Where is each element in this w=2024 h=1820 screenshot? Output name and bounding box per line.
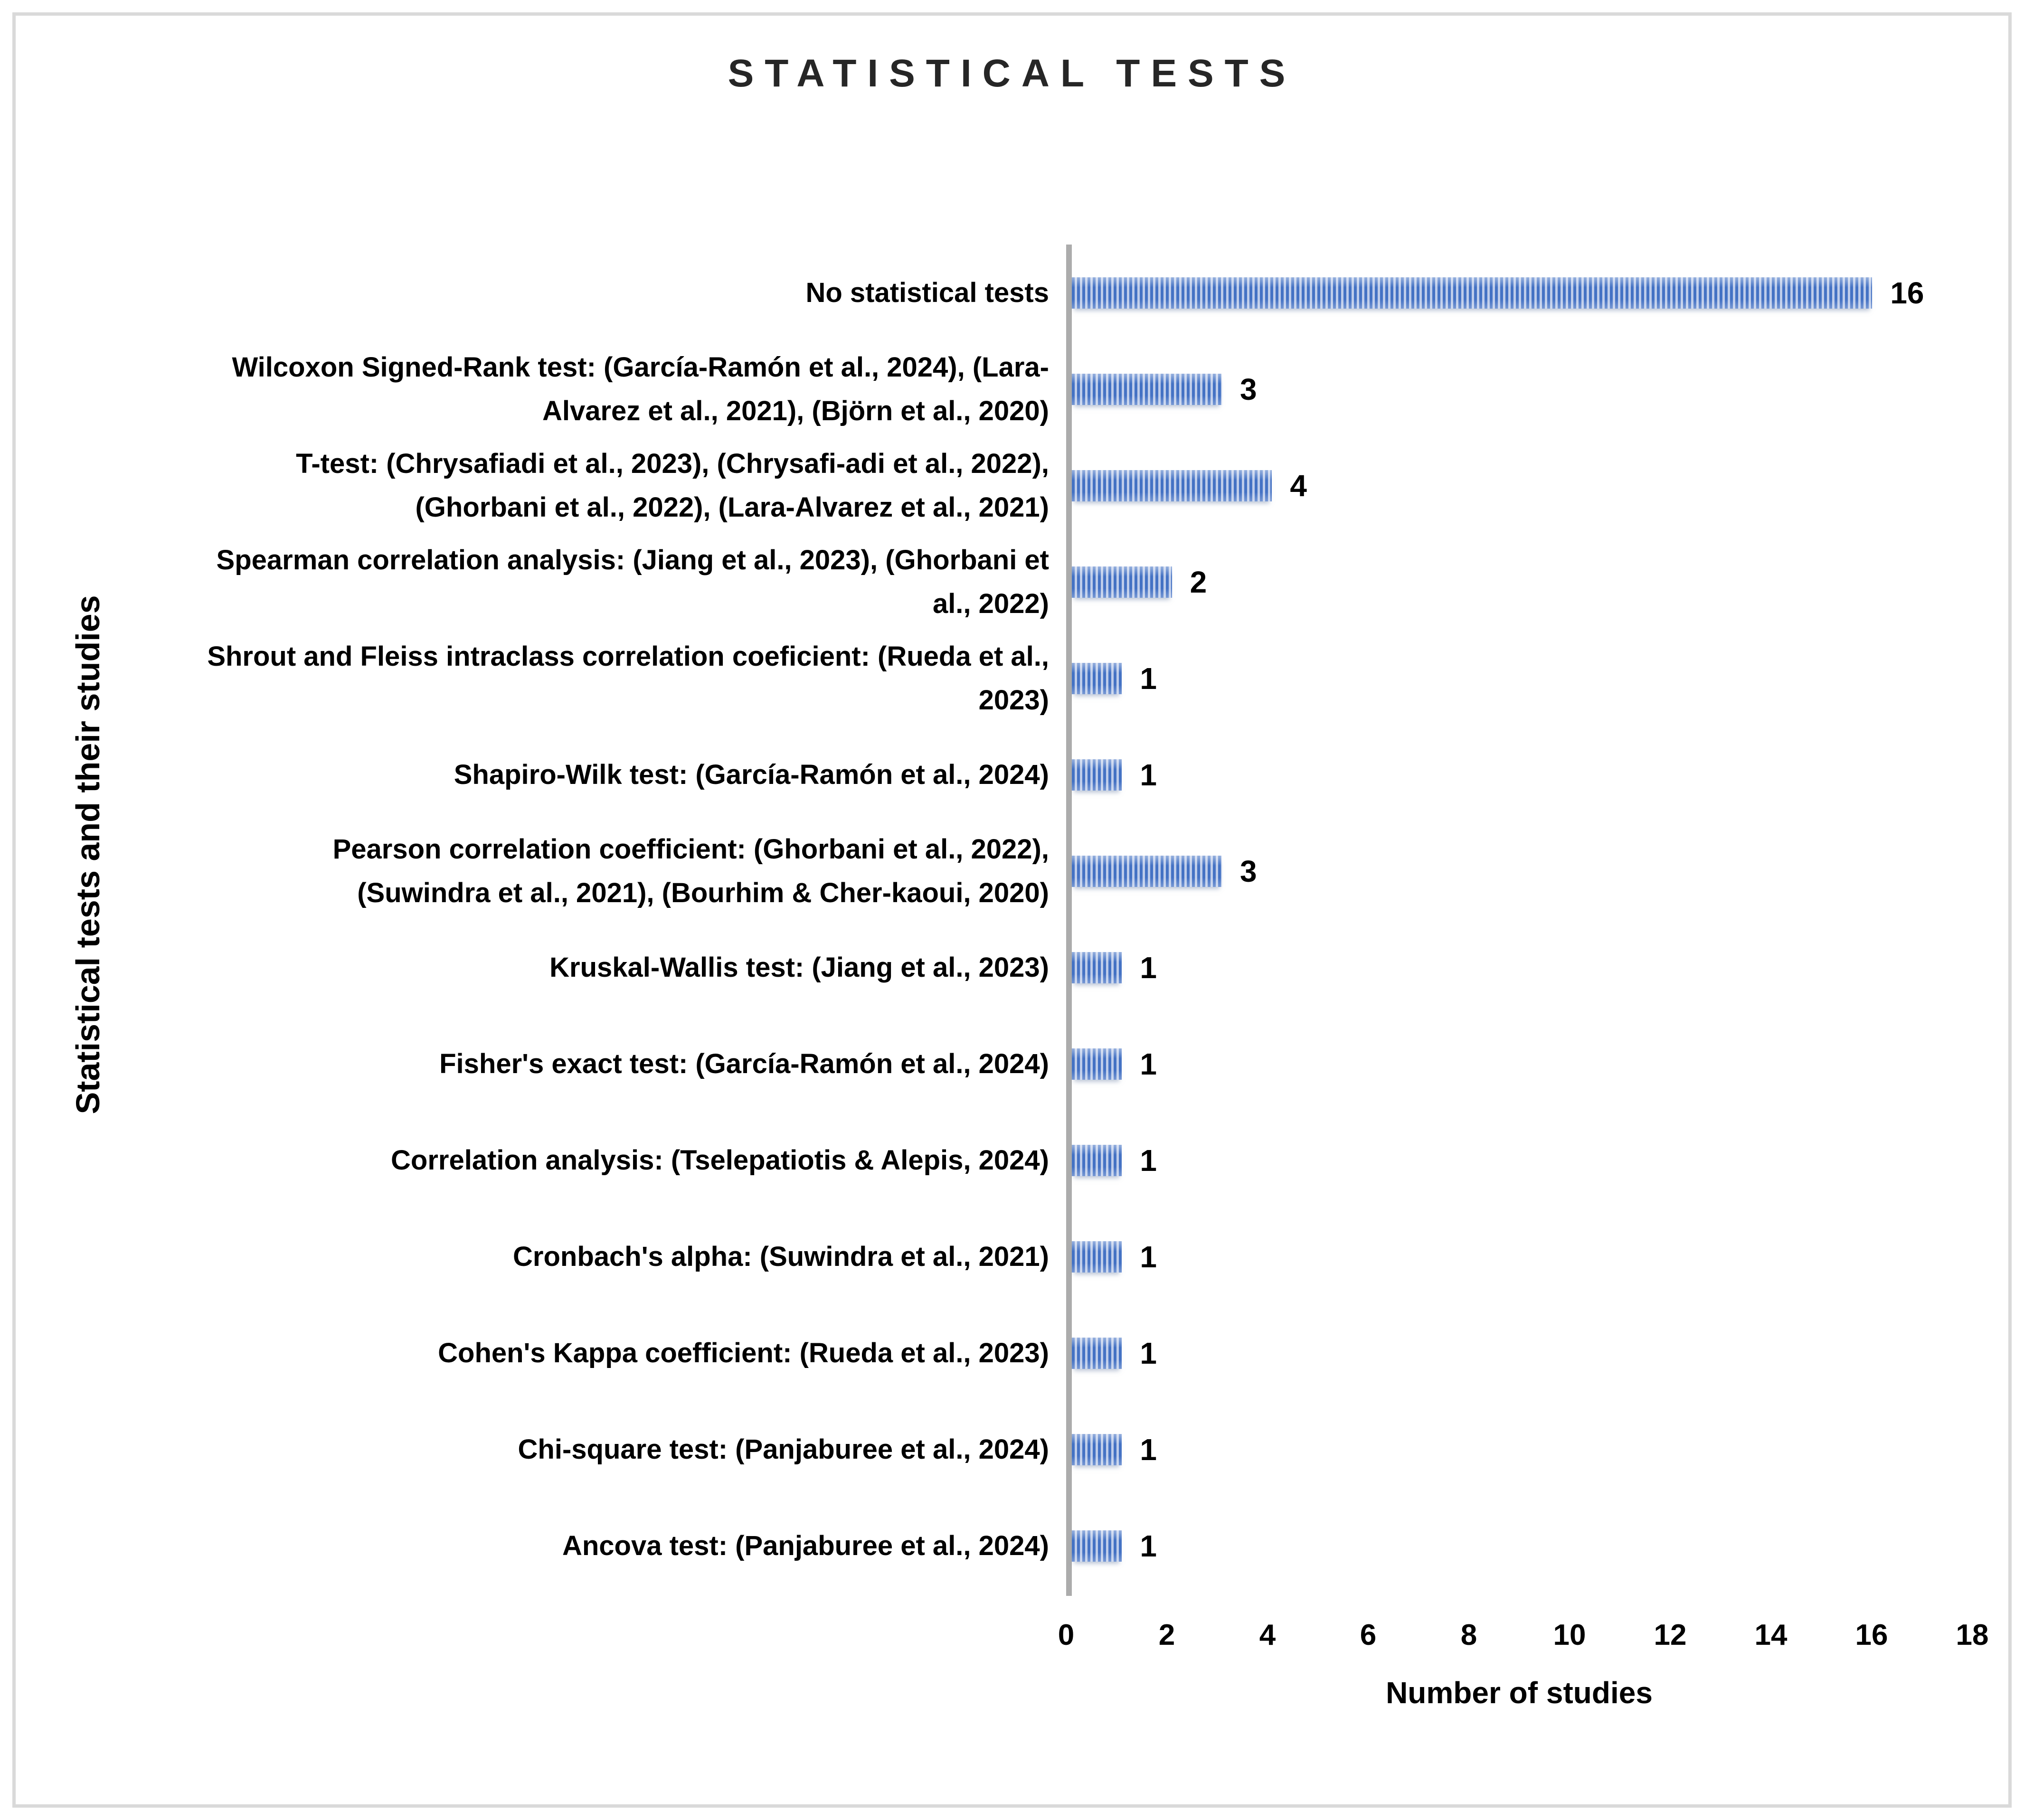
bar [1072,566,1172,598]
bar [1072,277,1873,309]
category-label: T-test: (Chrysafiadi et al., 2023), (Chr… [296,448,1049,523]
bar [1072,1433,1122,1465]
value-label: 1 [1140,1432,1157,1467]
x-tick-label: 0 [1058,1619,1075,1651]
row-plot: 3 [1066,341,1972,437]
value-label: 4 [1290,468,1307,503]
value-label: 1 [1140,950,1157,985]
value-label: 3 [1239,854,1257,888]
row-plot: 1 [1066,1305,1972,1401]
x-axis-title: Number of studies [1386,1676,1653,1710]
value-label: 1 [1140,757,1157,792]
category-label: Fisher's exact test: (García-Ramón et al… [439,1048,1049,1079]
bar [1072,1144,1122,1176]
category-label: Cohen's Kappa coefficient: (Rueda et al.… [438,1337,1049,1368]
chart-row: Chi-square test: (Panjaburee et al., 202… [202,1401,1972,1498]
row-plot: 1 [1066,919,1972,1016]
bar [1072,1241,1122,1273]
x-tick-label: 4 [1259,1619,1276,1651]
bar [1072,470,1272,501]
x-tick-label: 2 [1158,1619,1175,1651]
value-label: 1 [1140,1336,1157,1370]
value-label: 1 [1140,1528,1157,1563]
row-plot: 2 [1066,534,1972,630]
bar [1072,1530,1122,1562]
bar [1072,855,1222,887]
value-label: 1 [1140,1047,1157,1081]
row-plot: 3 [1066,823,1972,919]
chart-row: Pearson correlation coefficient: (Ghorba… [202,823,1972,919]
category-label: Shapiro-Wilk test: (García-Ramón et al.,… [454,759,1049,790]
chart-row: Fisher's exact test: (García-Ramón et al… [202,1016,1972,1112]
x-tick-label: 8 [1460,1619,1477,1651]
category-label: Shrout and Fleiss intraclass correlation… [207,641,1049,716]
row-plot: 1 [1066,726,1972,823]
value-label: 3 [1239,372,1257,406]
row-plot: 4 [1066,437,1972,534]
category-label: Chi-square test: (Panjaburee et al., 202… [518,1433,1049,1465]
value-label: 16 [1890,275,1924,310]
value-label: 1 [1140,661,1157,696]
x-tick-label: 16 [1855,1619,1888,1651]
bar [1072,1048,1122,1080]
plot-area: No statistical tests 16 Wilcoxon Signed-Ra… [202,245,1972,1596]
chart-row: Wilcoxon Signed-Rank test: (García-Ramón… [202,341,1972,437]
chart-row: Spearman correlation analysis: (Jiang et… [202,534,1972,630]
chart-row: Shapiro-Wilk test: (García-Ramón et al.,… [202,726,1972,823]
category-label: Pearson correlation coefficient: (Ghorba… [332,833,1049,908]
x-tick-label: 12 [1654,1619,1687,1651]
row-plot: 16 [1066,245,1972,341]
chart-row: Kruskal-Wallis test: (Jiang et al., 2023… [202,919,1972,1016]
bar [1072,373,1222,405]
chart-row: T-test: (Chrysafiadi et al., 2023), (Chr… [202,437,1972,534]
row-plot: 1 [1066,1112,1972,1208]
bar [1072,662,1122,694]
y-axis-title: Statistical tests and their studies [69,595,106,1114]
x-tick-label: 6 [1360,1619,1377,1651]
x-tick-label: 18 [1956,1619,1989,1651]
x-tick-label: 10 [1553,1619,1586,1651]
category-label: Kruskal-Wallis test: (Jiang et al., 2023… [549,952,1049,983]
row-plot: 1 [1066,1208,1972,1305]
value-label: 1 [1140,1143,1157,1178]
chart-frame-border [12,12,2012,1808]
category-axis-line [1066,245,1072,1596]
chart-title: STATISTICAL TESTS [728,52,1296,95]
category-label: Ancova test: (Panjaburee et al., 2024) [562,1530,1049,1561]
row-plot: 1 [1066,1498,1972,1594]
category-label: Cronbach's alpha: (Suwindra et al., 2021… [513,1241,1049,1272]
bar [1072,952,1122,983]
chart-row: Ancova test: (Panjaburee et al., 2024) 1 [202,1498,1972,1594]
chart-row: Cohen's Kappa coefficient: (Rueda et al.… [202,1305,1972,1401]
chart-row: Shrout and Fleiss intraclass correlation… [202,630,1972,726]
bar [1072,759,1122,791]
value-label: 1 [1140,1239,1157,1274]
row-plot: 1 [1066,1401,1972,1498]
row-plot: 1 [1066,630,1972,726]
category-label: Correlation analysis: (Tselepatiotis & A… [391,1144,1049,1176]
value-label: 2 [1190,565,1207,599]
chart-row: No statistical tests 16 [202,245,1972,341]
bar [1072,1337,1122,1369]
category-label: Spearman correlation analysis: (Jiang et… [216,544,1049,619]
row-plot: 1 [1066,1016,1972,1112]
chart-row: Correlation analysis: (Tselepatiotis & A… [202,1112,1972,1208]
chart-row: Cronbach's alpha: (Suwindra et al., 2021… [202,1208,1972,1305]
x-tick-label: 14 [1754,1619,1788,1651]
category-label: Wilcoxon Signed-Rank test: (García-Ramón… [232,351,1049,426]
x-axis-ticks: 0 2 4 6 8 10 12 14 16 18 [1058,1618,1989,1661]
category-label: No statistical tests [805,277,1049,308]
